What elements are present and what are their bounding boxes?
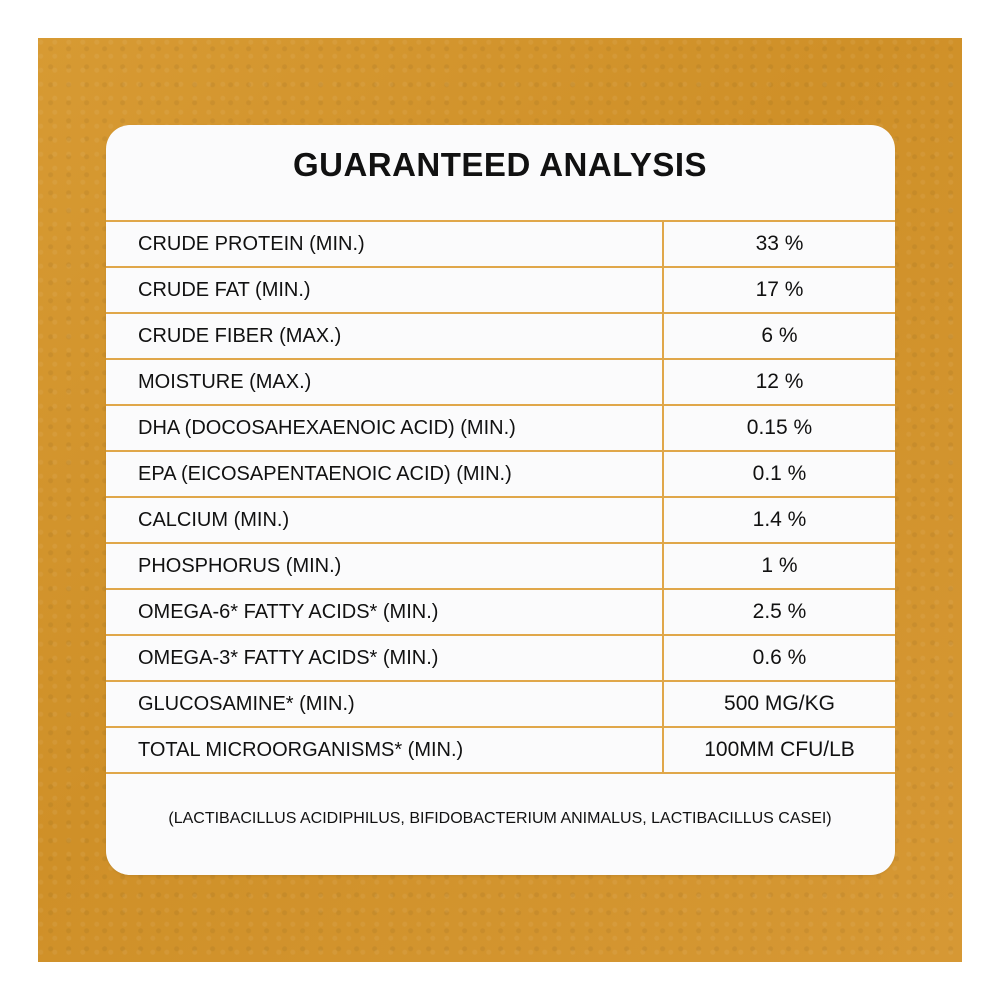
nutrient-value: 0.1 % [752,462,807,485]
nutrient-value: 1.4 % [752,508,807,531]
table-row: DHA (DOCOSAHEXAENOIC ACID) (MIN.) 0.15 % [106,405,895,451]
table-row: CRUDE FIBER (MAX.) 6 % [106,313,895,359]
nutrient-value: 0.15 % [746,416,813,439]
nutrient-value: 12 % [755,370,804,393]
analysis-table: CRUDE PROTEIN (MIN.) 33 % CRUDE FAT (MIN… [106,220,895,774]
nutrient-label: MOISTURE (MAX.) [106,359,664,405]
nutrient-label: GLUCOSAMINE* (MIN.) [106,681,664,727]
nutrient-label: CALCIUM (MIN.) [106,497,664,543]
nutrient-value: 1 % [761,554,798,577]
table-row: CRUDE PROTEIN (MIN.) 33 % [106,221,895,267]
table-row: GLUCOSAMINE* (MIN.) 500 MG/KG [106,681,895,727]
nutrient-label: EPA (EICOSAPENTAENOIC ACID) (MIN.) [106,451,664,497]
nutrient-label: CRUDE FIBER (MAX.) [106,313,664,359]
nutrient-label: OMEGA-3* FATTY ACIDS* (MIN.) [106,635,664,681]
table-row: PHOSPHORUS (MIN.) 1 % [106,543,895,589]
nutrient-value: 500 MG/KG [724,692,835,715]
table-row: CALCIUM (MIN.) 1.4 % [106,497,895,543]
table-row: OMEGA-3* FATTY ACIDS* (MIN.) 0.6 % [106,635,895,681]
table-row: EPA (EICOSAPENTAENOIC ACID) (MIN.) 0.1 % [106,451,895,497]
nutrient-value: 0.6 % [752,646,807,669]
nutrient-label: CRUDE FAT (MIN.) [106,267,664,313]
table-row: TOTAL MICROORGANISMS* (MIN.) 100MM CFU/L… [106,727,895,773]
nutrient-value: 100MM CFU/LB [704,738,855,761]
nutrient-value: 33 % [755,232,804,255]
probiotic-footnote: (LACTIBACILLUS ACIDIPHILUS, BIFIDOBACTER… [168,810,832,827]
nutrient-label: DHA (DOCOSAHEXAENOIC ACID) (MIN.) [106,405,664,451]
table-row: MOISTURE (MAX.) 12 % [106,359,895,405]
nutrient-label: PHOSPHORUS (MIN.) [106,543,664,589]
table-row: OMEGA-6* FATTY ACIDS* (MIN.) 2.5 % [106,589,895,635]
nutrient-value: 17 % [755,278,804,301]
nutrient-label: OMEGA-6* FATTY ACIDS* (MIN.) [106,589,664,635]
nutrient-value: 6 % [761,324,798,347]
card-title: GUARANTEED ANALYSIS [292,146,708,183]
table-row: CRUDE FAT (MIN.) 17 % [106,267,895,313]
nutrient-label: TOTAL MICROORGANISMS* (MIN.) [106,727,664,773]
nutrient-label: CRUDE PROTEIN (MIN.) [106,221,664,267]
nutrient-value: 2.5 % [752,600,807,623]
